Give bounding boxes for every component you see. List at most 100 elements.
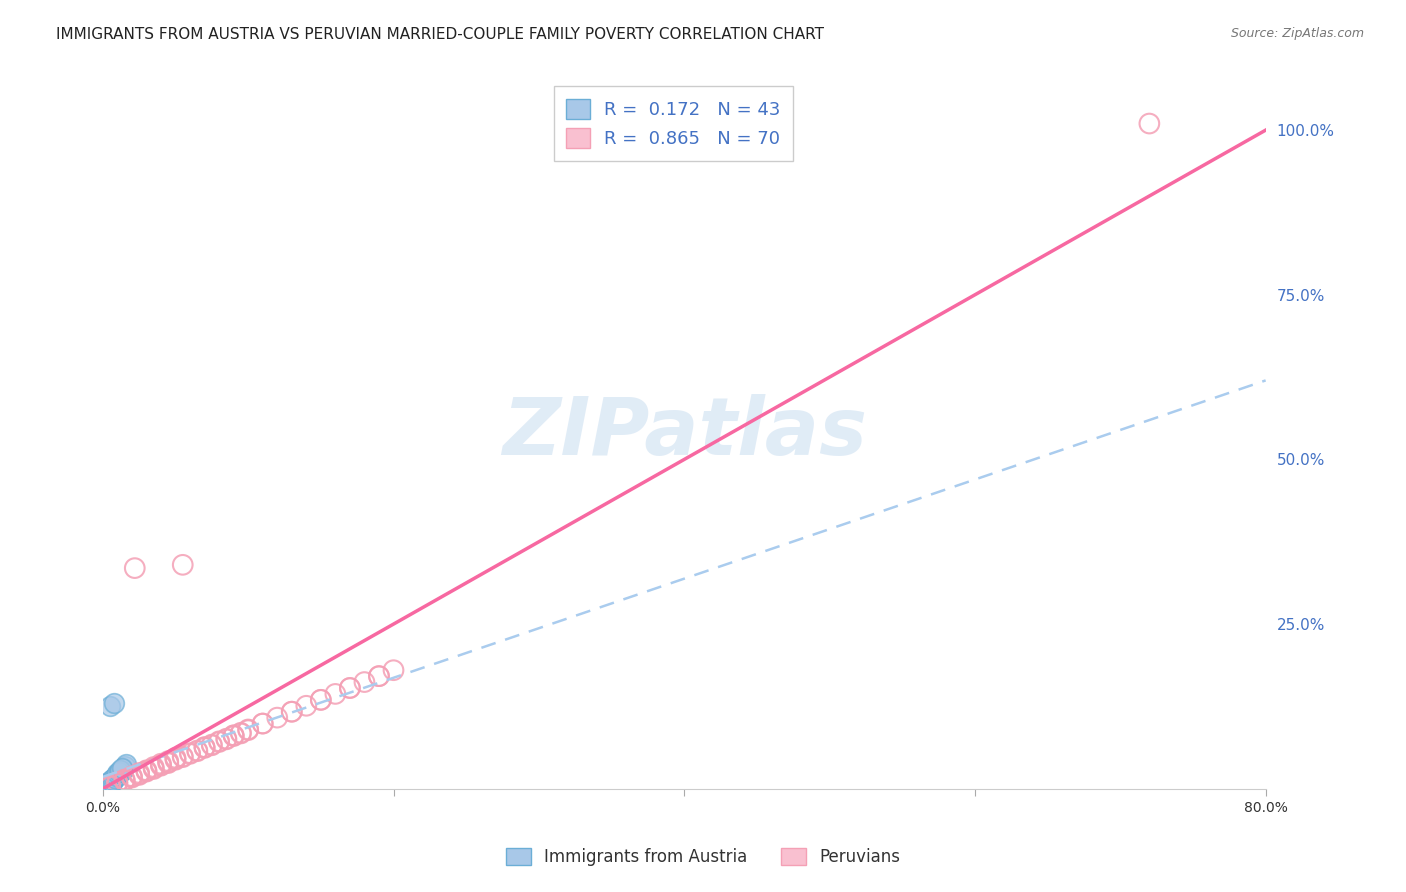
Point [111, 761, 134, 775]
Point [135, 764, 157, 778]
Point [179, 747, 201, 761]
Point [114, 758, 136, 772]
Point [135, 764, 157, 778]
Point [222, 728, 245, 742]
Point [222, 729, 245, 743]
Point [309, 693, 332, 707]
Point [193, 740, 215, 755]
Point [103, 696, 125, 710]
Point [104, 768, 127, 782]
Point [165, 753, 187, 767]
Point [94, 780, 117, 795]
Point [172, 749, 194, 764]
Legend: R =  0.172   N = 43, R =  0.865   N = 70: R = 0.172 N = 43, R = 0.865 N = 70 [554, 87, 793, 161]
Point [114, 773, 136, 788]
Point [124, 561, 146, 575]
Point [107, 766, 129, 780]
Point [97, 778, 120, 792]
Point [157, 756, 180, 770]
Point [201, 738, 224, 752]
Point [107, 764, 129, 779]
Point [98, 780, 121, 794]
Text: IMMIGRANTS FROM AUSTRIA VS PERUVIAN MARRIED-COUPLE FAMILY POVERTY CORRELATION CH: IMMIGRANTS FROM AUSTRIA VS PERUVIAN MARR… [56, 27, 824, 42]
Point [193, 740, 215, 755]
Point [105, 776, 128, 790]
Point [121, 770, 143, 784]
Point [368, 669, 391, 683]
Point [149, 758, 172, 772]
Text: ZIPatlas: ZIPatlas [502, 394, 866, 472]
Point [112, 762, 135, 776]
Point [101, 773, 124, 788]
Point [98, 779, 121, 793]
Point [295, 698, 318, 713]
Point [98, 776, 121, 790]
Point [142, 760, 165, 774]
Point [281, 705, 304, 719]
Point [172, 750, 194, 764]
Point [339, 681, 361, 695]
Point [98, 779, 121, 793]
Point [309, 693, 332, 707]
Point [142, 762, 165, 776]
Point [201, 739, 224, 753]
Point [93, 780, 115, 795]
Point [179, 746, 201, 760]
Point [97, 775, 120, 789]
Point [149, 758, 172, 772]
Point [110, 765, 132, 780]
Point [281, 705, 304, 719]
Point [339, 681, 361, 695]
Point [215, 732, 238, 747]
Point [1137, 117, 1160, 131]
Point [325, 687, 347, 701]
Point [229, 725, 252, 739]
Point [208, 735, 231, 749]
Point [252, 716, 274, 731]
Point [382, 663, 405, 677]
Point [114, 772, 136, 787]
Point [142, 761, 165, 775]
Point [186, 743, 208, 757]
Point [193, 740, 215, 755]
Point [222, 728, 245, 742]
Point [96, 776, 118, 790]
Point [105, 767, 128, 781]
Point [157, 756, 180, 770]
Point [114, 773, 136, 788]
Point [104, 769, 127, 783]
Point [135, 764, 157, 779]
Legend: Immigrants from Austria, Peruvians: Immigrants from Austria, Peruvians [498, 840, 908, 875]
Point [186, 744, 208, 758]
Point [368, 669, 391, 683]
Point [101, 772, 124, 787]
Point [115, 756, 138, 771]
Point [128, 767, 150, 781]
Point [105, 775, 128, 789]
Point [149, 756, 172, 771]
Point [94, 779, 117, 793]
Point [215, 731, 238, 746]
Point [96, 778, 118, 792]
Point [101, 772, 124, 786]
Point [172, 558, 194, 572]
Point [236, 723, 259, 737]
Point [97, 777, 120, 791]
Point [110, 763, 132, 777]
Point [96, 779, 118, 793]
Point [121, 771, 143, 785]
Point [98, 773, 121, 788]
Point [96, 779, 118, 793]
Point [100, 772, 122, 786]
Point [128, 768, 150, 782]
Point [105, 766, 128, 780]
Point [165, 751, 187, 765]
Point [103, 771, 125, 785]
Point [252, 716, 274, 731]
Point [266, 711, 288, 725]
Point [111, 764, 134, 778]
Point [208, 734, 231, 748]
Text: Source: ZipAtlas.com: Source: ZipAtlas.com [1230, 27, 1364, 40]
Point [98, 699, 121, 714]
Point [105, 768, 128, 782]
